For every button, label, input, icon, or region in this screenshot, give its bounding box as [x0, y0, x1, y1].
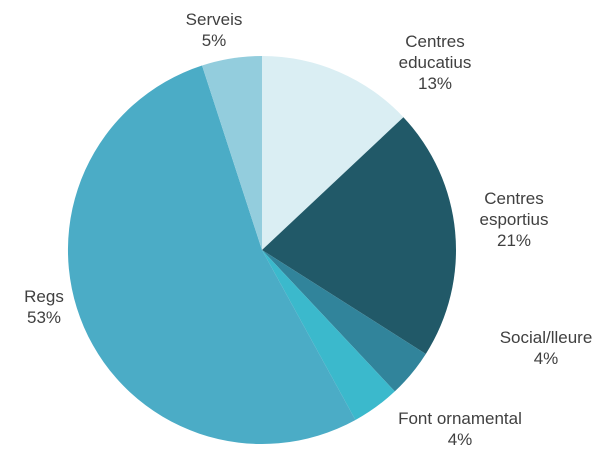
slice-percent-label: 5% [202, 31, 227, 50]
pie-slice [262, 250, 426, 392]
pie-slice [262, 56, 404, 250]
pie-slice [262, 250, 395, 420]
slice-data-label: Serveis 5% [186, 10, 243, 50]
slice-category-label: Centres [405, 32, 465, 51]
slice-data-label: Centres educatius 13% [399, 32, 472, 93]
pie-slices [67, 56, 456, 445]
slice-data-label: Centres esportius 21% [480, 189, 549, 250]
pie-slice [67, 65, 356, 445]
slice-percent-label: 21% [497, 231, 531, 250]
pie-slice [202, 56, 262, 250]
pie-labels: Centres educatius 13% Centres esportius 21% So… [24, 10, 592, 449]
slice-percent-label: 4% [534, 349, 559, 368]
slice-category-label: Font ornamental [398, 409, 522, 428]
slice-category-label: Social/lleure [500, 328, 593, 347]
slice-category-label: esportius [480, 210, 549, 229]
slice-category-label: educatius [399, 53, 472, 72]
slice-percent-label: 4% [448, 430, 473, 449]
slice-category-label: Serveis [186, 10, 243, 29]
slice-percent-label: 13% [418, 74, 452, 93]
slice-data-label: Font ornamental 4% [398, 409, 522, 449]
slice-category-label: Regs [24, 287, 64, 306]
slice-percent-label: 53% [27, 308, 61, 327]
slice-data-label: Regs 53% [24, 287, 64, 327]
slice-data-label: Social/lleure 4% [500, 328, 593, 368]
slice-category-label: Centres [484, 189, 544, 208]
pie-slice [262, 117, 456, 354]
